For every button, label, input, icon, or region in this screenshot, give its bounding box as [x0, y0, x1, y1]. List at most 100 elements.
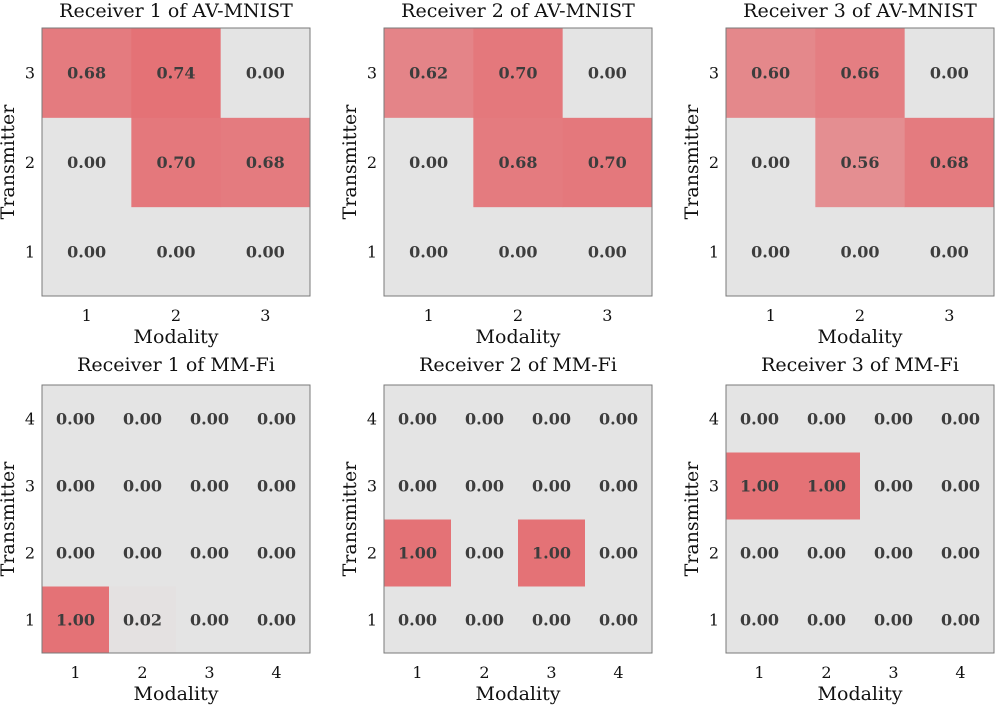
cell-value: 0.00 — [398, 410, 437, 429]
x-tick-label: 4 — [955, 663, 965, 682]
panel-receiver-1-mm-fi: Receiver 1 of MM-Fi 1.00 0.02 0.00 0.00 0.00… — [0, 354, 311, 705]
cell-value: 0.00 — [499, 242, 538, 261]
heatmap-cell — [585, 385, 653, 453]
x-tick-label: 2 — [855, 306, 865, 325]
y-tick-label: 3 — [367, 477, 377, 496]
x-tick-label: 4 — [271, 663, 281, 682]
heatmap-cell — [860, 385, 928, 453]
cell-value: 0.00 — [874, 477, 913, 496]
cell-value: 0.74 — [157, 64, 196, 83]
cell-value: 0.00 — [807, 544, 846, 563]
heatmap-cell — [518, 452, 586, 520]
cell-value: 0.00 — [257, 477, 296, 496]
cell-value: 0.00 — [941, 611, 980, 630]
heatmap-cell — [726, 519, 794, 587]
heatmap-cell — [220, 28, 311, 118]
heatmap-cell — [131, 206, 222, 297]
panel-title: Receiver 2 of AV-MNIST — [401, 0, 635, 22]
x-tick-labels: 1 2 3 — [424, 306, 613, 325]
heatmap-cell — [451, 385, 519, 453]
y-axis-label: Transmitter — [0, 461, 19, 577]
plot-frame — [41, 27, 311, 297]
cell-value: 0.00 — [930, 242, 969, 261]
cell-value: 0.00 — [257, 410, 296, 429]
cell-value: 0.00 — [409, 153, 448, 172]
heatmap-cells: 1.00 0.02 0.00 0.00 0.00 0.00 0.00 0.00 0.00 0.00… — [42, 385, 311, 654]
heatmap-cell — [384, 117, 474, 208]
heatmap-cell — [562, 206, 653, 297]
heatmap-cell — [793, 586, 861, 654]
cell-value: 0.00 — [123, 410, 162, 429]
cell-value: 0.00 — [874, 410, 913, 429]
heatmap-cell — [904, 28, 995, 118]
x-tick-label: 3 — [260, 306, 270, 325]
y-axis-label: Transmitter — [0, 104, 19, 220]
y-tick-label: 1 — [25, 611, 35, 630]
cell-value: 0.56 — [841, 153, 880, 172]
cell-value: 0.00 — [56, 477, 95, 496]
cell-value: 0.00 — [67, 153, 106, 172]
heatmap-cells: 0.00 0.00 0.00 0.00 0.00 0.00 0.00 0.00 1.00 1.00… — [726, 385, 995, 654]
heatmap-cell — [451, 519, 519, 587]
heatmap-cell — [42, 117, 132, 208]
heatmap-cell — [384, 206, 474, 297]
cell-value: 0.00 — [257, 611, 296, 630]
cell-value: 0.00 — [807, 410, 846, 429]
heatmap-cell — [473, 206, 564, 297]
heatmap-cell — [860, 452, 928, 520]
heatmap-cell — [42, 206, 132, 297]
panel-receiver-1-av-mnist: Receiver 1 of AV-MNIST 0.00 0.00 0.000.00 0… — [0, 0, 311, 348]
cell-value: 0.02 — [123, 611, 162, 630]
cell-value: 0.68 — [246, 153, 285, 172]
x-tick-label: 1 — [70, 663, 80, 682]
heatmap-cell — [927, 385, 995, 453]
plot-frame — [725, 384, 995, 654]
heatmap-cell — [585, 586, 653, 654]
heatmap-cell — [585, 452, 653, 520]
cell-value: 0.00 — [941, 410, 980, 429]
x-tick-labels: 1 2 3 — [82, 306, 271, 325]
heatmap-cell — [42, 385, 110, 453]
heatmap-cell — [726, 206, 816, 297]
panel-title: Receiver 2 of MM-Fi — [419, 354, 617, 376]
heatmap-cell — [131, 28, 222, 118]
y-tick-label: 1 — [367, 611, 377, 630]
y-tick-label: 2 — [709, 544, 719, 563]
heatmap-cell — [562, 28, 653, 118]
x-axis-label: Modality — [476, 683, 561, 705]
heatmap-cell — [384, 385, 452, 453]
x-tick-labels: 1 2 3 4 — [70, 663, 281, 682]
heatmap-cell — [815, 117, 906, 208]
cell-value: 0.00 — [465, 611, 504, 630]
cell-value: 0.00 — [398, 477, 437, 496]
cell-value: 0.00 — [246, 64, 285, 83]
x-tick-labels: 1 2 3 — [766, 306, 955, 325]
cell-value: 0.00 — [807, 611, 846, 630]
heatmap-cell — [726, 452, 794, 520]
heatmap-cells: 0.00 0.00 0.00 0.00 0.70 0.68 0.68 0.74 0.00 — [42, 28, 311, 297]
cell-value: 0.00 — [941, 477, 980, 496]
heatmap-cell — [726, 586, 794, 654]
y-tick-labels: 1 2 3 4 — [367, 410, 377, 630]
cell-value: 0.00 — [246, 242, 285, 261]
panel-title: Receiver 1 of MM-Fi — [77, 354, 275, 376]
heatmap-cell — [473, 28, 564, 118]
heatmap-cell — [42, 452, 110, 520]
heatmap-cell — [243, 586, 311, 654]
cell-value: 0.70 — [157, 153, 196, 172]
cell-value: 0.00 — [123, 544, 162, 563]
heatmap-cell — [726, 28, 816, 118]
y-tick-label: 4 — [367, 410, 377, 429]
cell-value: 0.00 — [740, 410, 779, 429]
plot-frame — [383, 27, 653, 297]
cell-value: 0.00 — [465, 410, 504, 429]
cell-value: 0.00 — [67, 242, 106, 261]
cell-value: 0.00 — [930, 64, 969, 83]
cell-value: 0.66 — [841, 64, 880, 83]
plot-frame — [725, 27, 995, 297]
cell-value: 0.00 — [532, 410, 571, 429]
heatmap-cell — [131, 117, 222, 208]
cell-value: 0.00 — [532, 477, 571, 496]
x-tick-label: 3 — [944, 306, 954, 325]
panel-receiver-3-mm-fi: Receiver 3 of MM-Fi 0.00 0.00 0.00 0.000.00… — [681, 354, 995, 705]
